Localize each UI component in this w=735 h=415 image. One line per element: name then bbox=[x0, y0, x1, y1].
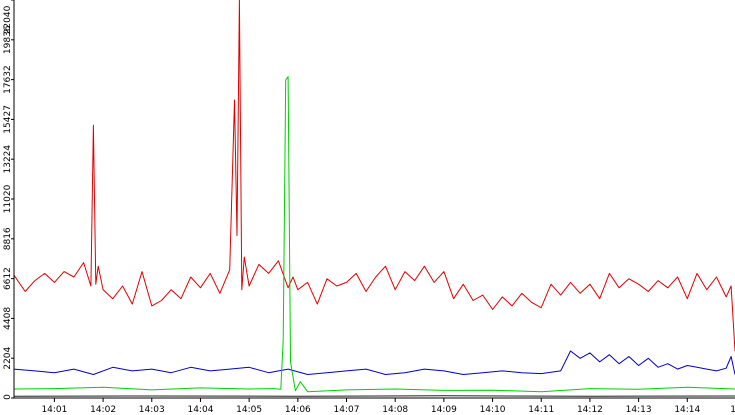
x-tick-label: 14:01 bbox=[41, 405, 67, 415]
series-line-0 bbox=[13, 0, 735, 352]
y-tick-label: 6612 bbox=[3, 267, 13, 290]
x-tick-label: 14:04 bbox=[187, 405, 213, 415]
x-tick-label: 14:03 bbox=[139, 405, 165, 415]
x-tick-label: 14:11 bbox=[528, 405, 554, 415]
x-tick-label: 14:10 bbox=[480, 405, 506, 415]
y-tick-label: 13224 bbox=[3, 145, 13, 174]
x-tick-label: 14 bbox=[730, 405, 735, 415]
y-tick-label: 0 bbox=[3, 394, 13, 400]
x-tick-label: 14:02 bbox=[90, 405, 116, 415]
x-tick-label: 14:13 bbox=[626, 405, 652, 415]
y-tick-label: 11020 bbox=[3, 184, 13, 213]
x-tick-label: 14:14 bbox=[674, 405, 700, 415]
x-axis-ticks: 14:01 14:02 14:03 14:04 14:05 14:06 14:07 14:08… bbox=[41, 398, 735, 415]
x-tick-label: 14:07 bbox=[334, 405, 360, 415]
x-tick-label: 14:08 bbox=[382, 405, 408, 415]
y-axis-ticks: 0 2204 4408 6612 8816 11020 13224 15427 17632 198… bbox=[3, 0, 14, 400]
y-tick-label: 17632 bbox=[3, 65, 13, 94]
series-line-1 bbox=[13, 350, 735, 375]
y-tick-label: 4408 bbox=[3, 307, 13, 330]
x-tick-label: 14:12 bbox=[577, 405, 603, 415]
y-tick-label: 15427 bbox=[3, 105, 13, 134]
y-tick-label: 22040 bbox=[3, 5, 13, 34]
y-tick-label: 8816 bbox=[3, 227, 13, 250]
y-tick-label: 19836 bbox=[3, 25, 13, 54]
series-layer bbox=[13, 0, 735, 397]
y-tick-label: 2204 bbox=[3, 346, 13, 369]
x-tick-label: 14:06 bbox=[285, 405, 311, 415]
series-line-2 bbox=[13, 76, 735, 393]
x-tick-label: 14:05 bbox=[236, 405, 262, 415]
x-tick-label: 14:09 bbox=[431, 405, 457, 415]
